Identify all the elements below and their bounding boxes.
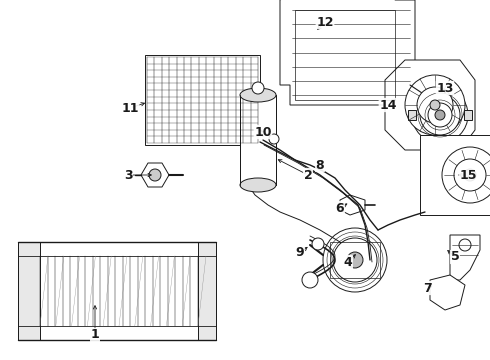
- Circle shape: [420, 95, 460, 135]
- Bar: [145, 55, 260, 145]
- Circle shape: [428, 103, 452, 127]
- Text: 6: 6: [336, 202, 344, 215]
- Circle shape: [405, 75, 465, 135]
- Text: 4: 4: [343, 256, 352, 269]
- Text: 2: 2: [304, 168, 313, 181]
- Text: 15: 15: [459, 168, 477, 181]
- Circle shape: [435, 110, 445, 120]
- Circle shape: [412, 87, 468, 143]
- Circle shape: [454, 159, 486, 191]
- Text: 5: 5: [451, 251, 459, 264]
- Text: 1: 1: [91, 328, 99, 342]
- Bar: [198, 242, 216, 340]
- Circle shape: [302, 272, 318, 288]
- Bar: [18, 242, 40, 340]
- Text: 9: 9: [295, 247, 304, 260]
- Bar: [408, 110, 416, 120]
- Circle shape: [333, 238, 377, 282]
- Polygon shape: [280, 0, 415, 105]
- Bar: [240, 95, 276, 185]
- Circle shape: [252, 82, 264, 94]
- Polygon shape: [450, 235, 480, 280]
- Polygon shape: [385, 60, 475, 150]
- Text: 7: 7: [424, 282, 432, 294]
- Circle shape: [312, 238, 324, 250]
- Circle shape: [442, 147, 490, 203]
- Text: 3: 3: [123, 168, 132, 181]
- Text: 14: 14: [379, 99, 397, 112]
- Ellipse shape: [240, 88, 276, 102]
- Bar: [330, 242, 380, 278]
- Bar: [420, 135, 490, 215]
- Circle shape: [323, 228, 387, 292]
- Text: 8: 8: [316, 158, 324, 171]
- Bar: [295, 10, 395, 100]
- Circle shape: [430, 100, 440, 110]
- Bar: [18, 242, 216, 340]
- Polygon shape: [430, 275, 465, 310]
- Circle shape: [269, 134, 279, 144]
- Polygon shape: [340, 195, 365, 215]
- Circle shape: [464, 169, 476, 181]
- Circle shape: [347, 252, 363, 268]
- Bar: [464, 110, 472, 120]
- Text: 12: 12: [316, 15, 334, 28]
- Polygon shape: [141, 163, 169, 187]
- Text: 10: 10: [254, 126, 272, 139]
- Text: 11: 11: [121, 102, 139, 114]
- Text: 13: 13: [436, 81, 454, 95]
- Circle shape: [417, 87, 453, 123]
- Circle shape: [149, 169, 161, 181]
- Ellipse shape: [240, 178, 276, 192]
